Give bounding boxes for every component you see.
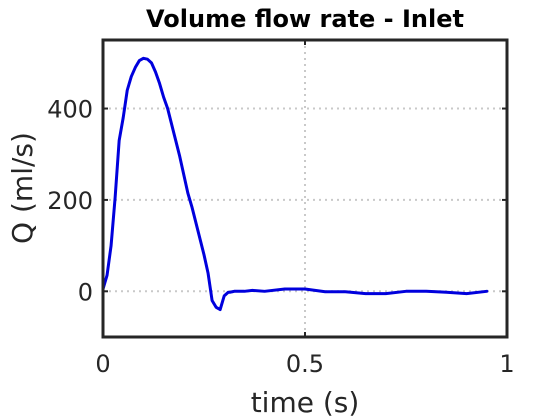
- x-tick-label: 0.5: [286, 350, 324, 378]
- x-tick-labels: 0 0.5 1: [95, 350, 514, 378]
- chart-title: Volume flow rate - Inlet: [146, 5, 464, 33]
- series-layer: [101, 56, 489, 312]
- y-tick-label: 400: [47, 96, 93, 124]
- x-tick-label: 0: [95, 350, 110, 378]
- plot-frame: [101, 38, 509, 339]
- x-axis-label: time (s): [251, 386, 360, 419]
- y-axis-label: Q (ml/s): [6, 132, 39, 244]
- y-tick-label: 200: [47, 187, 93, 215]
- series-line: [101, 56, 489, 312]
- y-tick-label: 0: [78, 278, 93, 306]
- y-tick-labels: 0 200 400: [47, 96, 93, 307]
- x-tick-label: 1: [499, 350, 514, 378]
